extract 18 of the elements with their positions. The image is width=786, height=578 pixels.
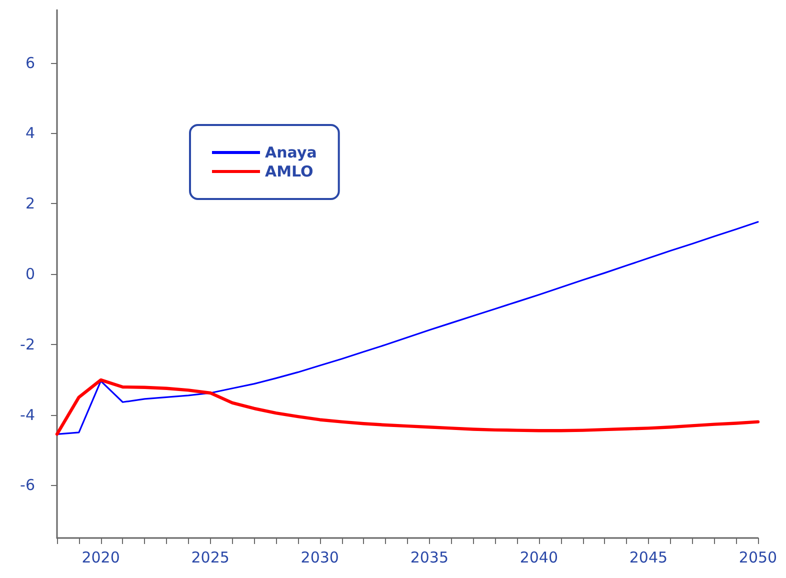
line-series bbox=[55, 378, 760, 436]
y-tick-label: 4 bbox=[25, 124, 35, 142]
y-tick-label: 2 bbox=[25, 194, 35, 213]
y-tick-label: 6 bbox=[25, 54, 35, 72]
x-tick-label: 2035 bbox=[410, 548, 448, 566]
x-tick-label: 2025 bbox=[191, 548, 230, 566]
y-tick-label: 0 bbox=[25, 265, 35, 283]
legend-label: Anaya bbox=[265, 144, 317, 162]
x-tick-label: 2030 bbox=[300, 548, 339, 566]
x-tick-label: 2040 bbox=[520, 548, 558, 566]
x-tick-label: 2045 bbox=[629, 548, 668, 566]
x-tick-label: 2020 bbox=[82, 548, 120, 566]
y-tick-label: -4 bbox=[20, 406, 35, 424]
legend-label: AMLO bbox=[265, 162, 314, 180]
x-tick-label: 2050 bbox=[738, 548, 778, 566]
y-tick-label: -6 bbox=[20, 476, 35, 494]
line-series bbox=[56, 221, 759, 435]
y-tick-label: -2 bbox=[20, 335, 35, 354]
